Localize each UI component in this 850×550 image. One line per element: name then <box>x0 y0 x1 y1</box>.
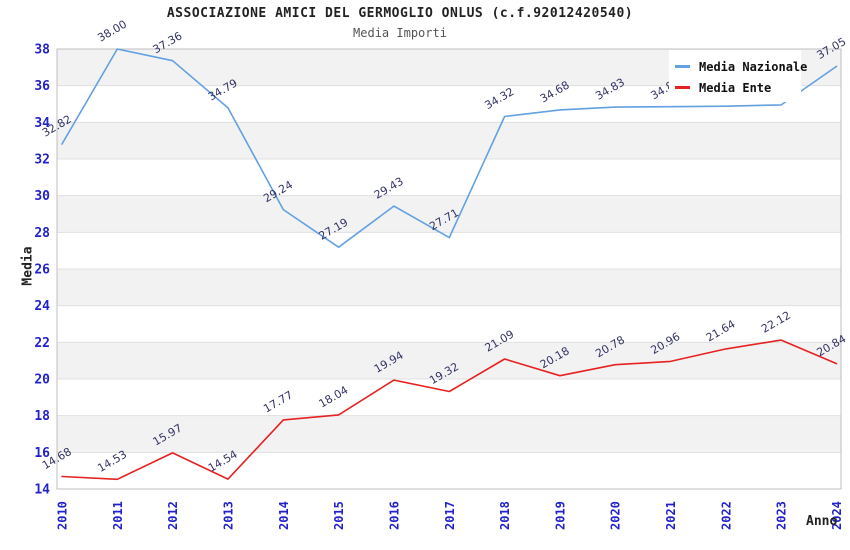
x-tick-label: 2014 <box>277 501 291 530</box>
plot-band <box>57 195 841 233</box>
x-tick-label: 2017 <box>443 501 457 530</box>
plot-band <box>57 452 841 489</box>
plot-band <box>57 379 841 416</box>
y-tick-label: 32 <box>34 153 50 168</box>
legend-line-swatch-ente <box>675 86 690 89</box>
x-tick-label: 2013 <box>221 501 235 530</box>
legend-item-media-ente: Media Ente <box>675 77 801 98</box>
plot-band <box>57 269 841 306</box>
x-tick-label: 2015 <box>332 501 346 530</box>
legend-label: Media Ente <box>699 80 772 95</box>
x-tick-label: 2011 <box>111 501 125 530</box>
legend-line-swatch-nazionale <box>675 65 690 68</box>
legend-label: Media Nazionale <box>699 59 808 74</box>
x-tick-label: 2020 <box>609 501 623 530</box>
x-tick-label: 2016 <box>387 501 401 530</box>
x-tick-label: 2019 <box>553 501 567 530</box>
chart-subtitle: Media Importi <box>353 26 447 40</box>
y-axis-title: Media <box>20 246 36 286</box>
y-tick-label: 28 <box>34 226 50 241</box>
series-line-0 <box>61 48 838 248</box>
x-tick-label: 2010 <box>56 501 70 530</box>
series-line-1 <box>61 339 838 481</box>
y-tick-label: 26 <box>34 263 50 278</box>
y-tick-label: 38 <box>34 43 50 58</box>
y-tick-label: 34 <box>34 116 50 131</box>
plot-band <box>57 122 841 159</box>
x-tick-label: 2021 <box>664 501 678 530</box>
x-axis-title: Anno <box>806 514 838 529</box>
plot-band <box>57 342 841 379</box>
legend-item-media-nazionale: Media Nazionale <box>675 56 807 77</box>
plot-band <box>57 305 841 343</box>
chart-legend: Media Nazionale Media Ente <box>669 50 807 102</box>
y-tick-label: 24 <box>34 299 50 314</box>
chart-title: ASSOCIAZIONE AMICI DEL GERMOGLIO ONLUS (… <box>166 6 634 21</box>
y-tick-label: 18 <box>34 409 50 424</box>
x-tick-label: 2022 <box>719 501 733 530</box>
x-tick-label: 2024 <box>830 501 844 530</box>
x-tick-label: 2012 <box>166 501 180 530</box>
plot-band <box>57 415 841 453</box>
plot-band <box>57 159 841 196</box>
y-tick-label: 30 <box>34 189 50 204</box>
y-tick-label: 16 <box>34 446 50 461</box>
plot-band <box>57 232 841 269</box>
plot-border <box>56 48 842 490</box>
x-tick-label: 2018 <box>498 501 512 530</box>
x-tick-label: 2023 <box>775 501 789 530</box>
y-tick-label: 20 <box>34 373 50 388</box>
y-tick-label: 36 <box>34 79 50 94</box>
y-tick-label: 14 <box>34 483 50 498</box>
y-tick-label: 22 <box>34 336 50 351</box>
